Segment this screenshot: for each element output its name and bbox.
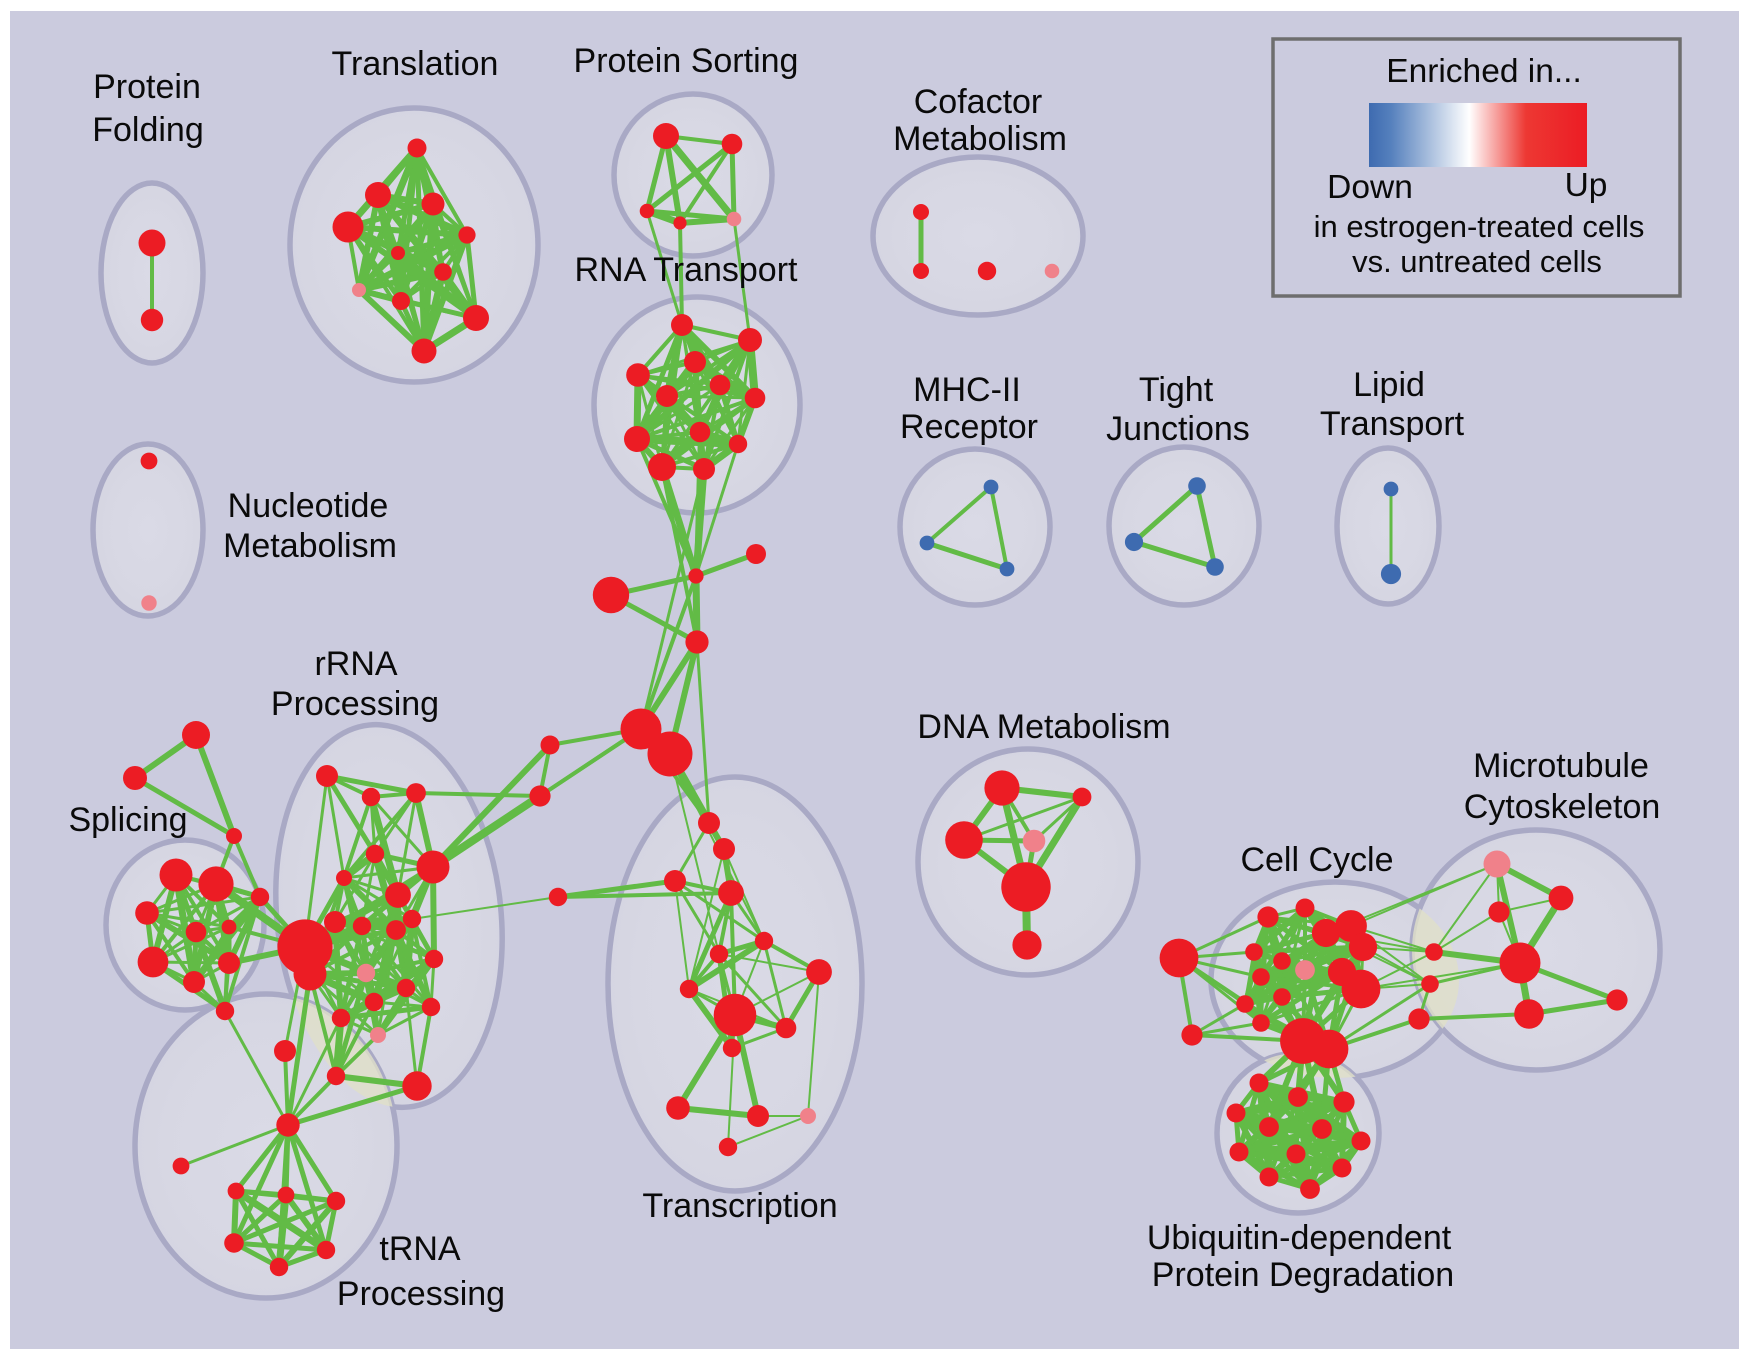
svg-text:Cytoskeleton: Cytoskeleton [1464, 788, 1661, 826]
svg-text:Processing: Processing [337, 1275, 505, 1313]
svg-text:Metabolism: Metabolism [893, 120, 1067, 158]
svg-text:Transport: Transport [1320, 405, 1465, 443]
svg-text:Up: Up [1565, 167, 1608, 204]
svg-text:Protein Sorting: Protein Sorting [574, 42, 799, 80]
svg-text:MHC-II: MHC-II [913, 371, 1021, 409]
svg-text:Junctions: Junctions [1106, 410, 1250, 448]
svg-text:Cofactor: Cofactor [914, 83, 1043, 121]
svg-text:DNA Metabolism: DNA Metabolism [917, 708, 1170, 746]
svg-text:in estrogen-treated cells: in estrogen-treated cells [1314, 209, 1645, 244]
svg-text:Nucleotide: Nucleotide [228, 487, 389, 525]
svg-text:rRNA: rRNA [314, 645, 397, 683]
svg-text:tRNA: tRNA [379, 1230, 461, 1268]
svg-text:Protein Degradation: Protein Degradation [1152, 1256, 1454, 1294]
svg-text:vs. untreated cells: vs. untreated cells [1352, 244, 1602, 279]
svg-text:Protein: Protein [93, 68, 201, 106]
svg-text:Lipid: Lipid [1353, 366, 1425, 404]
svg-text:Translation: Translation [332, 45, 499, 83]
svg-text:Enriched in...: Enriched in... [1386, 53, 1582, 90]
svg-text:Folding: Folding [92, 111, 204, 149]
svg-text:Down: Down [1327, 169, 1413, 206]
svg-text:Microtubule: Microtubule [1473, 747, 1649, 785]
svg-text:Processing: Processing [271, 685, 439, 723]
svg-text:Splicing: Splicing [68, 801, 187, 839]
svg-text:Tight: Tight [1139, 371, 1214, 409]
svg-text:Receptor: Receptor [900, 408, 1038, 446]
svg-text:Transcription: Transcription [642, 1187, 837, 1225]
svg-text:RNA Transport: RNA Transport [575, 251, 799, 289]
svg-text:Cell Cycle: Cell Cycle [1240, 841, 1393, 879]
svg-text:Metabolism: Metabolism [223, 527, 397, 565]
svg-text:Ubiquitin-dependent: Ubiquitin-dependent [1147, 1219, 1452, 1257]
